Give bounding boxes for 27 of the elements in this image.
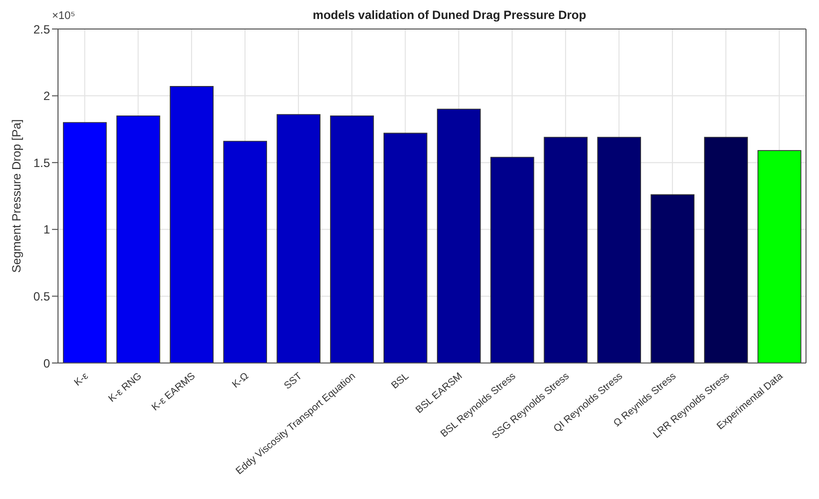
x-tick-label: K-ε [72, 370, 92, 389]
bar [170, 86, 214, 363]
y-tick-label: 1 [43, 222, 50, 237]
bar [758, 150, 802, 363]
y-axis-title: Segment Pressure Drop [Pa] [9, 119, 24, 273]
bar [650, 194, 694, 363]
x-tick-label: K-Ω [230, 370, 252, 391]
x-tick-label: BSL [390, 370, 412, 392]
bar [384, 132, 428, 363]
x-tick-label: SST [282, 370, 304, 392]
bar [116, 115, 160, 363]
chart-title: models validation of Duned Drag Pressure Drop [312, 8, 586, 22]
bar [62, 122, 107, 363]
bar [544, 136, 588, 363]
y-tick-label: 0.5 [33, 289, 50, 304]
bar [597, 136, 642, 363]
bar [223, 140, 268, 363]
bar [436, 108, 481, 363]
y-tick-label: 1.5 [33, 156, 50, 170]
y-tick-label: 0 [43, 356, 50, 370]
bar [490, 156, 534, 363]
text: ×10⁵ [52, 10, 76, 22]
y-tick-label: 2.5 [33, 22, 50, 36]
bar [330, 115, 374, 363]
bar [276, 114, 320, 363]
bar [704, 136, 748, 363]
y-tick-label: 2 [43, 89, 50, 104]
